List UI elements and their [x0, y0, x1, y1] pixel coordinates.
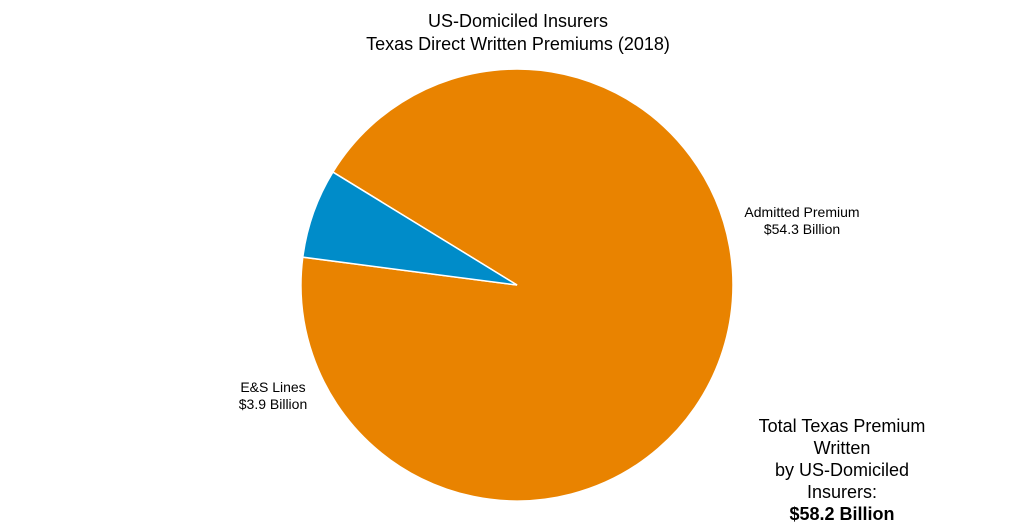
admitted-premium-value: $54.3 Billion [763, 221, 841, 237]
total-premium-value: $58.2 Billion [789, 504, 895, 524]
total-note-line-2: by US-Domiciled Insurers: [774, 460, 910, 502]
es-lines-value: $3.9 Billion [238, 396, 308, 412]
es-lines-name: E&S Lines [240, 379, 306, 395]
admitted-premium-label: Admitted Premium $54.3 Billion [728, 204, 876, 238]
admitted-premium-name: Admitted Premium [744, 204, 860, 220]
chart-title: US-Domiciled Insurers [427, 11, 609, 31]
chart-subtitle: Texas Direct Written Premiums (2018) [366, 34, 670, 54]
es-lines-slice [301, 171, 518, 286]
total-note-line-1: Total Texas Premium Written [758, 416, 926, 458]
total-premium-note: Total Texas Premium Written by US-Domici… [742, 415, 942, 525]
es-lines-label: E&S Lines $3.9 Billion [218, 379, 328, 413]
